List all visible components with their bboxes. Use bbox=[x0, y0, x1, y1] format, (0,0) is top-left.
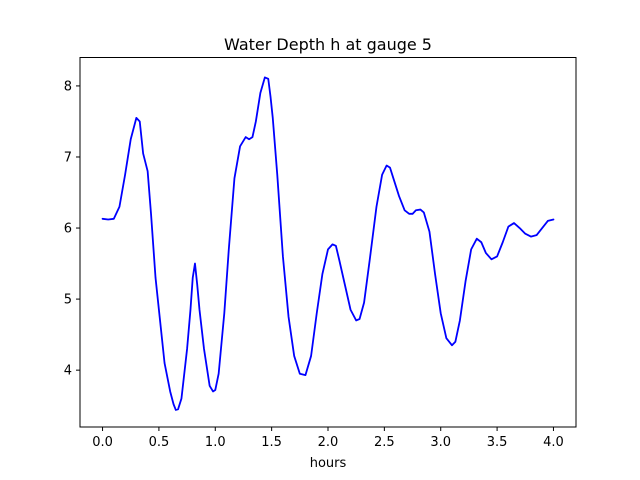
x-axis: 0.0 0.5 1.0 1.5 2.0 2.5 3.0 3.5 4.0 bbox=[92, 427, 564, 450]
x-tick-label: 0.5 bbox=[149, 435, 170, 450]
x-tick-label: 3.0 bbox=[430, 435, 451, 450]
plot-area bbox=[101, 76, 555, 411]
x-axis-title: hours bbox=[310, 456, 347, 471]
x-tick-label: 4.0 bbox=[543, 435, 564, 450]
x-tick-label: 3.5 bbox=[487, 435, 508, 450]
chart-title: Water Depth h at gauge 5 bbox=[224, 35, 432, 54]
y-tick-label: 6 bbox=[64, 222, 72, 237]
plot-frame bbox=[79, 57, 577, 428]
x-tick-label: 1.0 bbox=[205, 435, 226, 450]
series-line-0 bbox=[101, 76, 555, 411]
x-tick-label: 1.5 bbox=[261, 435, 282, 450]
x-tick-label: 2.0 bbox=[318, 435, 339, 450]
x-tick-label: 2.5 bbox=[374, 435, 395, 450]
y-tick-label: 5 bbox=[64, 293, 72, 308]
y-axis: 4 5 6 7 8 bbox=[64, 79, 80, 379]
y-tick-label: 8 bbox=[64, 79, 72, 94]
y-tick-label: 4 bbox=[64, 364, 72, 379]
y-tick-label: 7 bbox=[64, 150, 72, 165]
x-tick-label: 0.0 bbox=[92, 435, 113, 450]
